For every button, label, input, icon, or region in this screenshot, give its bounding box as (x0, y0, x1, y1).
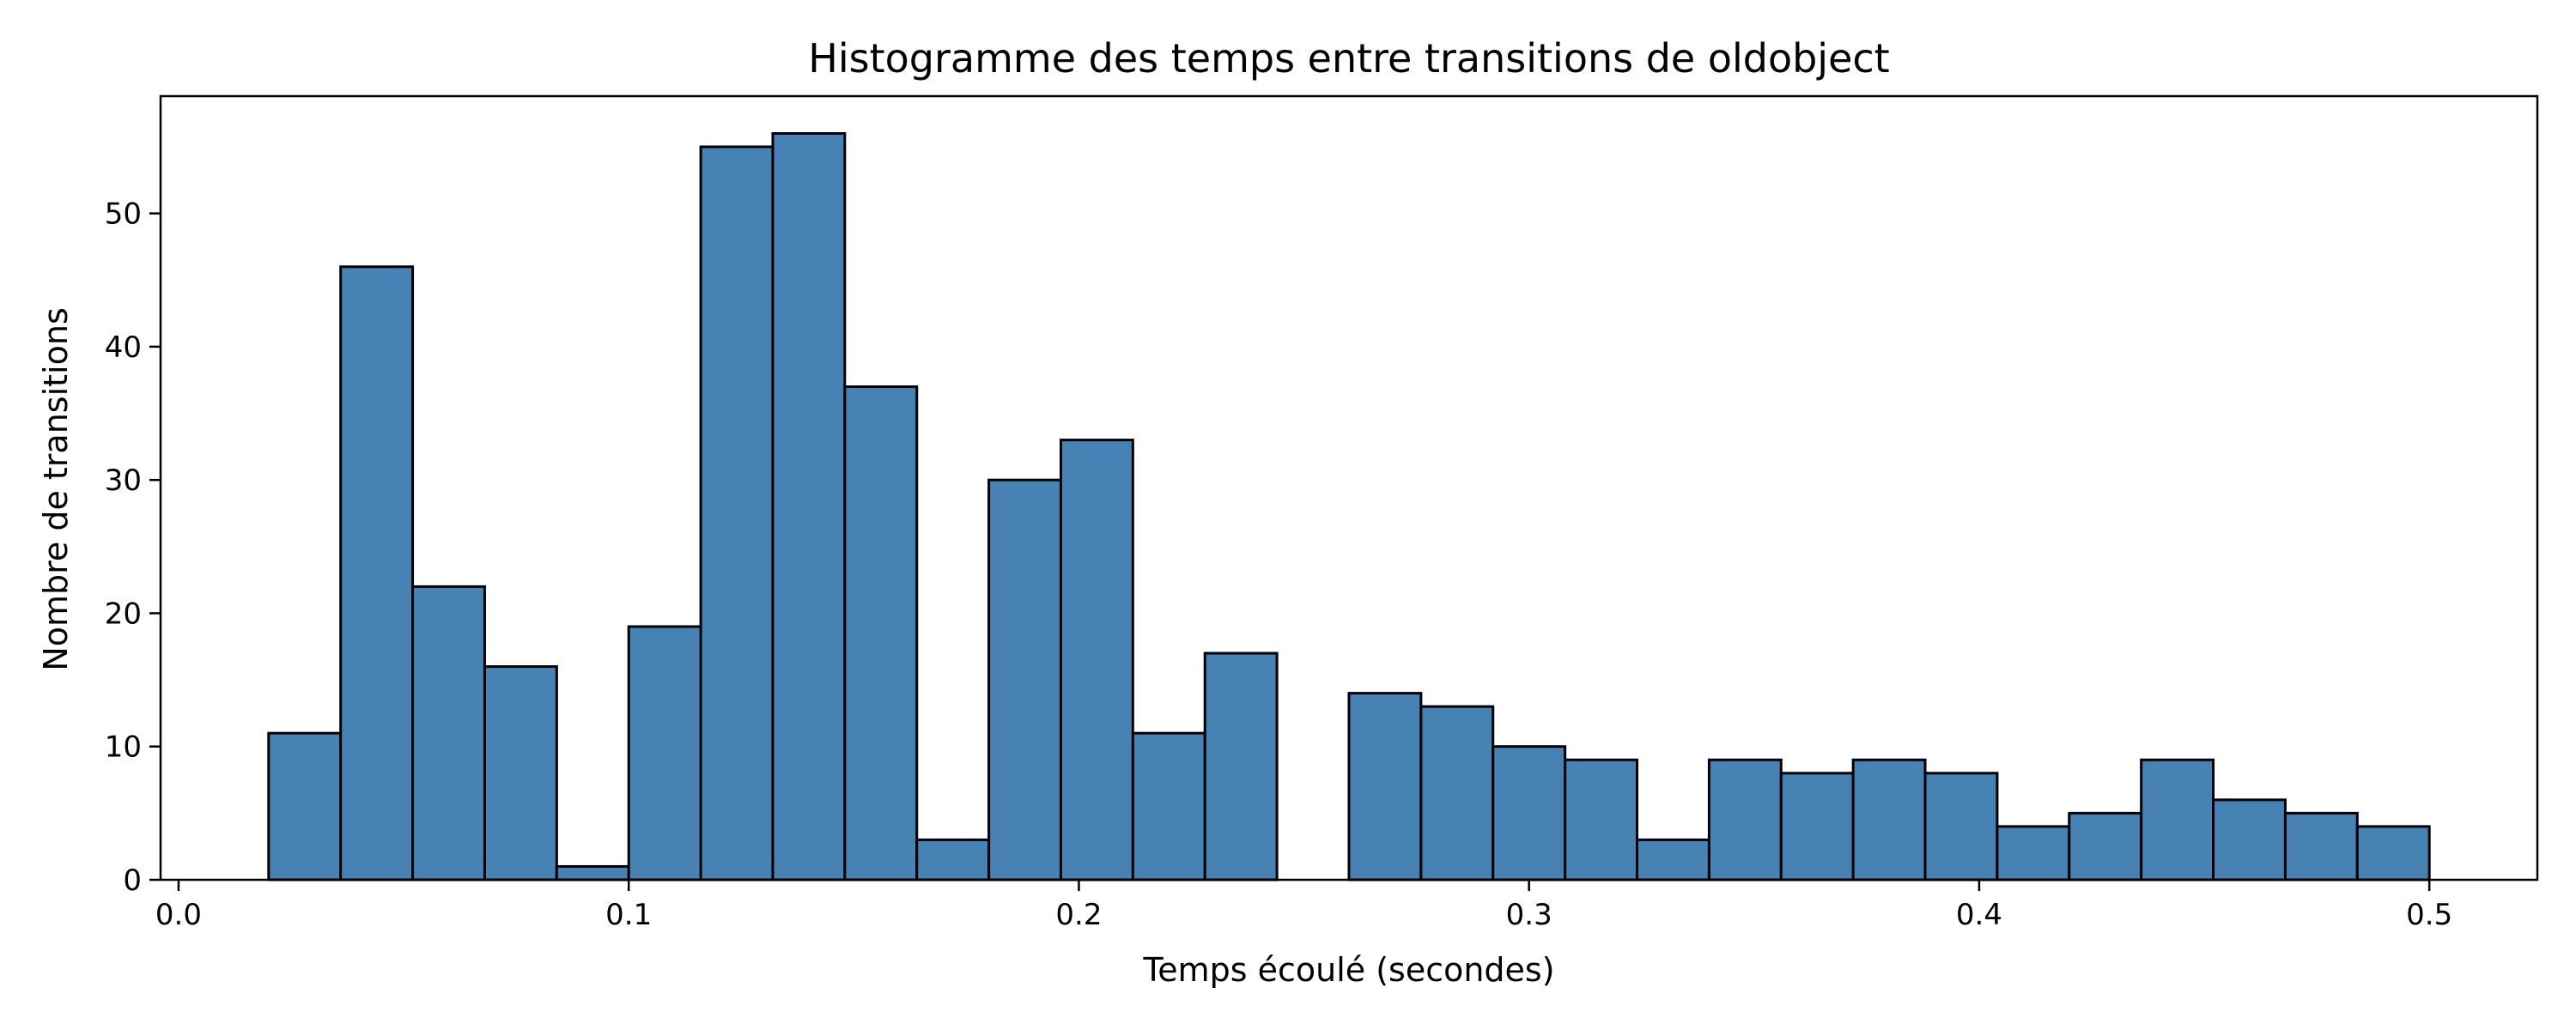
histogram-bar (411, 585, 486, 882)
bars-group (267, 131, 2431, 882)
x-tick-label: 0.2 (1055, 898, 1102, 932)
histogram-bar (483, 665, 558, 882)
x-tick-label: 0.1 (605, 898, 652, 932)
histogram-bar (915, 838, 991, 882)
histogram-bar (1707, 758, 1783, 882)
histogram-bar (1636, 838, 1710, 882)
y-tick-label: 0 (123, 863, 142, 898)
x-tick-label: 0.3 (1506, 898, 1552, 932)
y-axis-ticks: 0 10 20 30 40 50 (105, 197, 161, 898)
histogram-bar (771, 131, 847, 882)
y-axis-label: Nombre de transitions (37, 307, 75, 670)
plot-frame (159, 94, 2539, 882)
histogram-bar (2355, 825, 2431, 882)
x-axis-label: Temps écoulé (secondes) (1142, 951, 1554, 989)
histogram-bar (987, 478, 1062, 882)
histogram-bar (2283, 811, 2359, 882)
histogram-bar (1779, 772, 1855, 882)
histogram-bar (1203, 651, 1279, 882)
x-tick-label: 0.0 (155, 898, 202, 932)
x-axis-ticks: 0.0 0.1 0.2 0.3 0.4 0.5 (155, 880, 2452, 932)
x-tick-label: 0.5 (2406, 898, 2452, 932)
histogram-bar (555, 864, 630, 882)
histogram-bar (339, 265, 415, 882)
histogram-bar (2212, 798, 2287, 882)
histogram-bar (267, 731, 343, 882)
histogram-bar (1851, 758, 1927, 882)
histogram-bar (1996, 825, 2071, 882)
histogram-bar (1347, 692, 1423, 882)
y-tick-label: 30 (105, 464, 142, 498)
histogram-bar (1564, 758, 1639, 882)
histogram-bar (2140, 758, 2215, 882)
histogram-bar (1923, 772, 1999, 882)
histogram-bar (1492, 745, 1567, 882)
y-tick-label: 10 (105, 730, 142, 765)
histogram-bar (843, 385, 919, 882)
histogram-bar (1059, 439, 1134, 882)
y-tick-label: 50 (105, 197, 142, 232)
histogram-bar (1419, 705, 1495, 882)
y-tick-label: 20 (105, 597, 142, 631)
y-tick-label: 40 (105, 330, 142, 365)
x-tick-label: 0.4 (1956, 898, 2002, 932)
histogram-bar (1131, 731, 1206, 882)
chart-title: Histogramme des temps entre transitions … (808, 35, 1889, 82)
histogram-bar (627, 625, 702, 882)
histogram-bar (699, 145, 775, 882)
histogram-bar (2068, 811, 2143, 882)
